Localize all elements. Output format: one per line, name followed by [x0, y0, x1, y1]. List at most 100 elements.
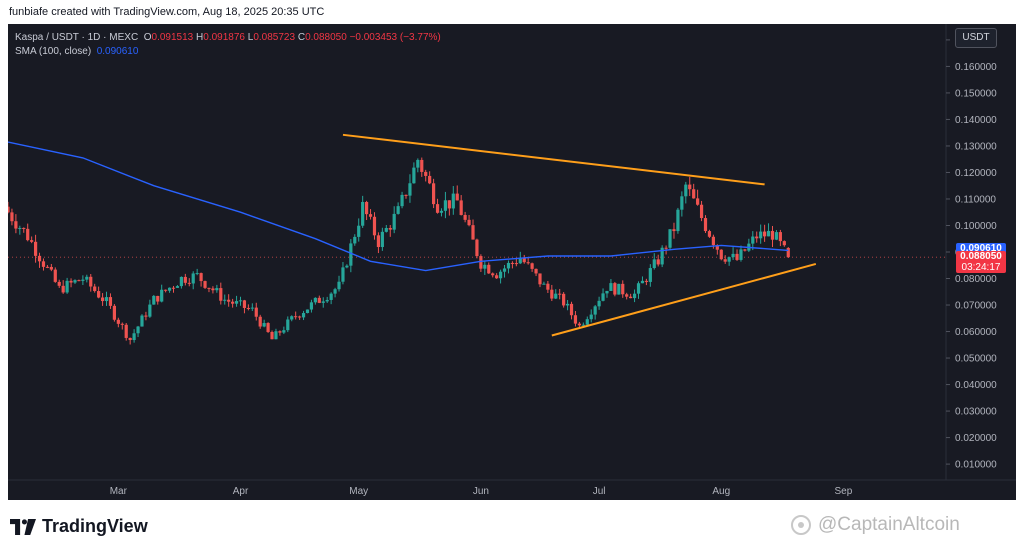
candle-body: [112, 305, 116, 320]
symbol-name: Kaspa / USDT · 1D · MEXC: [15, 32, 139, 43]
candle-body: [652, 259, 656, 269]
close-label: C: [297, 32, 306, 43]
candle-body: [353, 236, 357, 244]
watermark-text: @CaptainAltcoin: [818, 514, 960, 535]
x-tick-label: Sep: [835, 486, 853, 497]
candle-body: [171, 287, 176, 289]
candle-body: [81, 279, 85, 281]
candle-body: [238, 300, 243, 302]
candle-body: [400, 194, 404, 207]
candle-body: [763, 231, 767, 237]
candle-body: [431, 183, 436, 205]
candle-body: [510, 262, 515, 264]
candle-body: [640, 280, 645, 284]
candle-body: [467, 219, 471, 226]
candle-body: [211, 288, 215, 291]
watermark: @CaptainAltcoin: [790, 514, 960, 536]
candle-body: [93, 286, 97, 292]
candle-body: [597, 300, 601, 307]
candle-body: [609, 283, 613, 291]
candle-body: [144, 315, 148, 317]
candle-body: [479, 256, 483, 269]
candle-body: [455, 193, 459, 201]
candle-body: [558, 293, 562, 295]
axes-layer: 0.1700000.1600000.1500000.1400000.130000…: [8, 24, 1016, 497]
trendlines-layer: [342, 133, 817, 337]
candle-body: [341, 267, 345, 282]
candle-body: [601, 293, 605, 301]
candle-body: [522, 257, 526, 263]
y-tick-label: 0.020000: [955, 433, 997, 444]
candle-body: [195, 273, 199, 275]
candle-body: [282, 330, 286, 333]
candle-body: [77, 280, 81, 282]
last-price-tag: 0.088050 03:24:17: [956, 251, 1006, 274]
candle-body: [711, 236, 715, 246]
candle-body: [530, 263, 534, 269]
candle-body: [286, 319, 290, 331]
candle-body: [376, 235, 381, 248]
candle-body: [439, 210, 444, 213]
candle-body: [416, 159, 420, 168]
candle-body: [8, 206, 10, 213]
candle-body: [534, 268, 538, 274]
y-tick-label: 0.040000: [955, 380, 997, 391]
candle-body: [270, 331, 274, 340]
candle-body: [380, 231, 384, 248]
candle-body: [672, 229, 676, 232]
candle-body: [743, 249, 747, 251]
candle-body: [388, 228, 392, 230]
candle-body: [617, 283, 621, 295]
high-label: H: [196, 32, 204, 43]
candle-body: [85, 276, 89, 280]
candle-body: [692, 189, 696, 199]
candle-body: [231, 301, 235, 304]
candle-body: [719, 249, 723, 260]
candle-body: [167, 287, 172, 291]
candle-body: [546, 283, 550, 290]
candle-body: [664, 247, 668, 249]
sma-value: 0.090610: [96, 46, 139, 57]
candle-body: [573, 315, 578, 324]
candle-body: [309, 302, 314, 310]
sma-line: [8, 141, 789, 272]
candle-body: [183, 276, 187, 283]
high-value: 0.091876: [203, 32, 245, 43]
candle-body: [613, 283, 617, 295]
price-chart[interactable]: 0.1700000.1600000.1500000.1400000.130000…: [8, 24, 1016, 500]
candle-body: [30, 240, 34, 242]
candle-body: [89, 276, 93, 287]
close-value: 0.088050: [305, 32, 347, 43]
candle-body: [782, 241, 786, 246]
candle-body: [550, 289, 554, 299]
candle-body: [565, 303, 570, 306]
candle-body: [325, 299, 329, 302]
candle-body: [755, 236, 759, 239]
candle-body: [301, 313, 306, 318]
low-label: L: [247, 32, 254, 43]
currency-button[interactable]: USDT: [955, 28, 997, 48]
candle-body: [621, 283, 625, 295]
candle-body: [175, 286, 180, 288]
candle-body: [254, 307, 258, 317]
candle-body: [140, 315, 144, 327]
candle-body: [542, 283, 546, 285]
candle-body: [463, 214, 467, 220]
resistance-trendline: [342, 133, 765, 186]
brand-name: TradingView: [42, 516, 148, 536]
candle-body: [538, 273, 542, 285]
candle-body: [514, 263, 518, 265]
y-tick-label: 0.050000: [955, 354, 997, 365]
candle-body: [108, 297, 113, 306]
y-tick-label: 0.080000: [955, 274, 997, 285]
candle-body: [290, 316, 294, 320]
y-tick-label: 0.120000: [955, 168, 997, 179]
candle-body: [766, 230, 771, 237]
candle-body: [408, 183, 412, 196]
candle-body: [57, 281, 61, 286]
candle-body: [73, 280, 77, 283]
candle-body: [104, 297, 109, 302]
chart-panel[interactable]: 0.1700000.1600000.1500000.1400000.130000…: [8, 24, 1016, 500]
open-label: O: [143, 32, 152, 43]
candle-body: [372, 216, 377, 236]
